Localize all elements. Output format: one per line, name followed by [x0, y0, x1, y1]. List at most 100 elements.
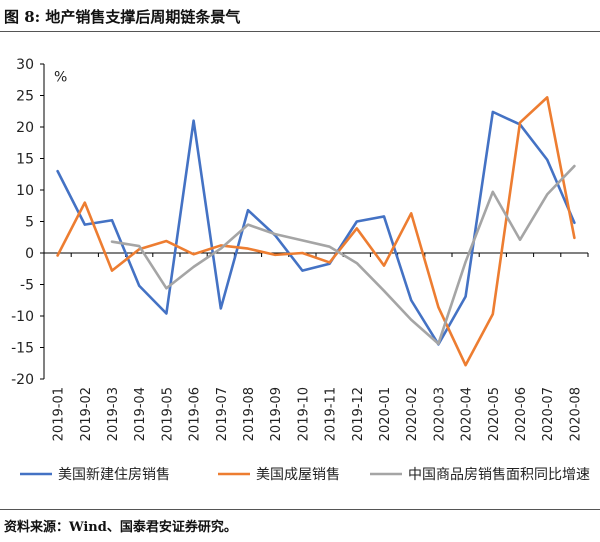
y-tick-label: 5 — [25, 215, 34, 231]
data-point — [84, 224, 86, 226]
legend-item: 中国商品房销售面积同比增速 — [370, 467, 590, 483]
y-unit-label: % — [54, 70, 67, 86]
data-point — [546, 159, 548, 161]
legend-item: 美国新建住房销售 — [20, 467, 170, 483]
legend: 美国新建住房销售 美国成屋销售 中国商品房销售面积同比增速 — [20, 467, 590, 483]
y-tick-label: -10 — [11, 309, 34, 325]
x-tick-label: 2019-11 — [324, 387, 339, 441]
data-point — [383, 215, 385, 218]
y-tick-label: 30 — [16, 57, 34, 73]
x-tick-label: 2019-07 — [215, 387, 230, 441]
data-point — [247, 247, 249, 250]
data-point — [383, 265, 385, 267]
data-point — [573, 165, 576, 167]
data-point — [301, 239, 303, 241]
series-2 — [56, 96, 576, 367]
x-tick-label: 2020-07 — [541, 387, 556, 441]
x-tick-label: 2020-01 — [378, 387, 393, 441]
data-point — [410, 319, 412, 321]
data-point — [383, 290, 385, 292]
data-point — [247, 224, 249, 226]
data-point — [465, 295, 467, 298]
data-point — [519, 121, 521, 124]
data-point — [165, 312, 167, 315]
legend-label: 美国新建住房销售 — [58, 467, 170, 483]
x-tick-label: 2019-10 — [296, 387, 311, 441]
series-3 — [110, 164, 576, 346]
data-point — [220, 244, 222, 247]
data-point — [492, 111, 494, 113]
data-point — [301, 252, 303, 254]
data-point — [193, 266, 195, 268]
y-tick-label: 10 — [16, 183, 34, 199]
data-point — [437, 306, 439, 308]
data-point — [437, 343, 439, 345]
y-tick-label: -20 — [11, 372, 34, 388]
x-axis: 2019-01 2019-02 2019-03 2019-04 2019-05 2019-… — [43, 252, 589, 441]
x-tick-label: 2019-01 — [52, 387, 67, 441]
data-point — [220, 247, 222, 250]
data-point — [138, 285, 140, 287]
y-tick-label: 20 — [16, 120, 34, 136]
data-point — [465, 364, 467, 366]
series-line — [56, 96, 576, 367]
chart-area: 30 25 20 15 10 5 0 -5 -10 -15 -20% 2019-01 2019-02 2… — [0, 40, 600, 500]
data-point — [573, 237, 576, 239]
data-point — [165, 287, 167, 289]
legend-item: 美国成屋销售 — [218, 467, 340, 483]
data-point — [329, 246, 331, 248]
series-line — [56, 110, 576, 346]
y-tick-label: 15 — [16, 152, 34, 168]
data-point — [329, 261, 331, 264]
x-tick-label: 2020-03 — [432, 387, 447, 441]
data-point — [84, 202, 86, 204]
data-point — [546, 193, 548, 196]
data-point — [301, 270, 303, 272]
data-point — [193, 120, 195, 122]
data-point — [492, 313, 494, 315]
data-point — [247, 209, 249, 211]
data-point — [573, 222, 576, 224]
x-tick-label: 2019-02 — [79, 387, 94, 441]
series-line — [110, 164, 576, 346]
series-1 — [56, 110, 576, 346]
top-rule — [0, 31, 600, 32]
series-layer — [56, 96, 576, 367]
data-point — [356, 262, 358, 264]
data-point — [356, 220, 358, 223]
data-point — [193, 253, 195, 255]
x-tick-label: 2020-02 — [405, 387, 420, 441]
data-point — [111, 219, 113, 221]
x-tick-label: 2019-04 — [133, 387, 148, 441]
x-tick-label: 2020-06 — [514, 387, 529, 441]
x-tick-label: 2020-05 — [487, 387, 502, 441]
data-point — [546, 96, 548, 98]
x-tick-label: 2020-04 — [460, 387, 475, 441]
x-tick-label: 2020-08 — [568, 387, 583, 441]
legend-label: 中国商品房销售面积同比增速 — [408, 467, 590, 483]
data-point — [111, 241, 113, 243]
legend-label: 美国成屋销售 — [256, 467, 340, 483]
x-tick-label: 2019-06 — [188, 387, 203, 441]
y-axis: 30 25 20 15 10 5 0 -5 -10 -15 -20% — [11, 57, 67, 388]
data-point — [274, 254, 276, 256]
data-point — [165, 240, 167, 242]
x-tick-label: 2019-03 — [106, 387, 121, 441]
data-point — [220, 307, 222, 310]
data-point — [465, 261, 467, 263]
y-tick-label: -15 — [11, 341, 34, 357]
x-tick-label: 2019-05 — [160, 387, 175, 441]
source-note: 资料来源：Wind、国泰君安证券研究。 — [4, 520, 237, 535]
figure-header: 图 8: 地产销售支撑后周期链条景气 — [0, 0, 600, 32]
data-point — [57, 170, 59, 172]
bottom-rule — [0, 509, 600, 510]
x-tick-label: 2019-08 — [242, 387, 257, 441]
data-point — [410, 212, 412, 214]
y-tick-label: -5 — [20, 278, 34, 294]
y-tick-label: 25 — [16, 89, 34, 105]
data-point — [410, 299, 412, 301]
data-point — [111, 270, 113, 272]
data-point — [274, 233, 276, 235]
y-tick-label: 0 — [25, 246, 34, 262]
